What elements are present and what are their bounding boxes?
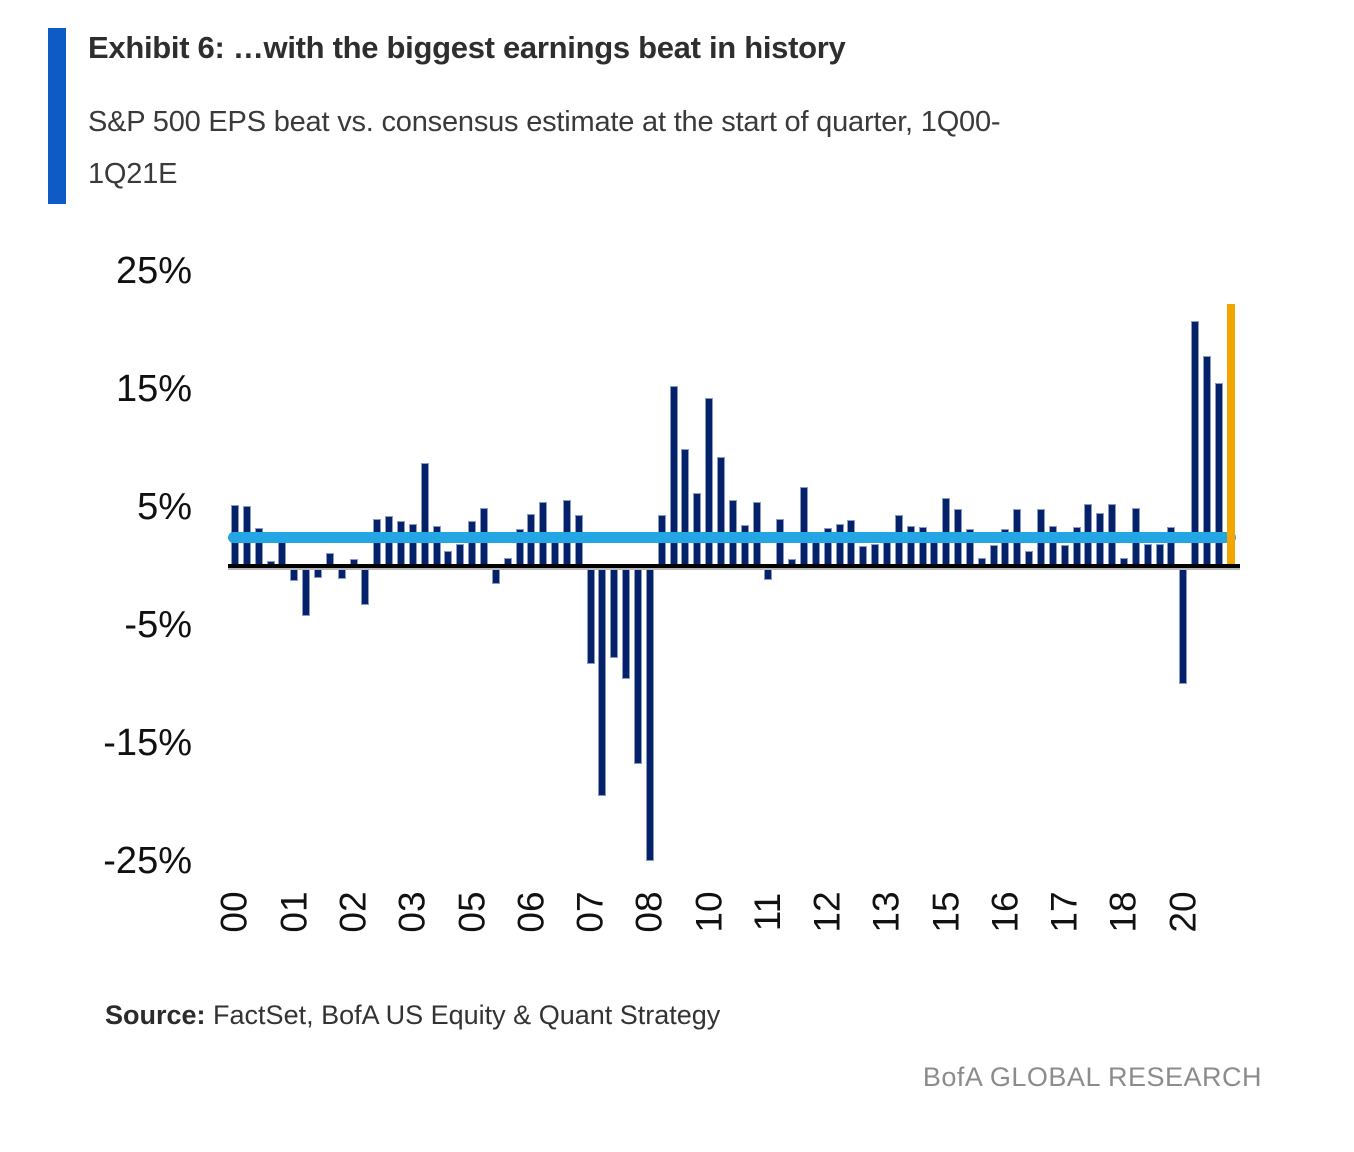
x-axis-tick-label: 18: [1103, 880, 1144, 944]
quarter-bar-2Q12: [811, 542, 820, 566]
title-accent-bar: [48, 28, 66, 204]
quarter-bar-1Q05: [468, 521, 477, 566]
quarter-bar-1Q04: [420, 463, 429, 566]
x-axis-tick-text: 02: [332, 891, 374, 933]
exhibit-subtitle-line1: S&P 500 EPS beat vs. consensus estimate …: [88, 106, 1001, 138]
quarter-bar-2Q08: [622, 566, 631, 680]
quarter-bar-4Q08: [645, 566, 654, 861]
x-axis-tick-text: 05: [451, 891, 493, 933]
x-axis-tick-label: 15: [925, 880, 967, 944]
x-axis-tick-text: 03: [391, 891, 433, 933]
quarter-bar-3Q13: [871, 543, 880, 566]
x-axis-tick-text: 00: [214, 891, 255, 933]
y-axis-tick-label: -25%: [103, 840, 192, 882]
quarter-bar-2Q10: [717, 457, 725, 566]
quarter-bar-2Q19: [1143, 543, 1152, 566]
x-axis-tick-text: 16: [984, 891, 1026, 933]
highlight-bar-1Q21E: [1226, 304, 1235, 566]
exhibit-subtitle: S&P 500 EPS beat vs. consensus estimate …: [88, 96, 1298, 200]
x-axis-shadow: [228, 568, 1240, 570]
quarter-bar-1Q12: [799, 486, 808, 566]
quarter-bar-4Q12: [835, 523, 844, 566]
x-axis-tick-text: 11: [747, 892, 789, 932]
x-axis-tick-label: 20: [1162, 880, 1204, 944]
x-axis-tick-text: 08: [628, 891, 670, 933]
x-axis-tick-label: 13: [865, 880, 907, 944]
quarter-bar-3Q08: [634, 566, 642, 765]
x-axis-tick-label: 03: [391, 880, 433, 944]
exhibit-subtitle-line2: 1Q21E: [88, 158, 178, 190]
x-axis-tick-label: 17: [1043, 880, 1085, 944]
x-axis-tick-label: 05: [451, 880, 493, 944]
x-axis-tick-label: 08: [628, 880, 670, 944]
exhibit-title: Exhibit 6: …with the biggest earnings be…: [88, 30, 846, 65]
y-axis-tick-label: 5%: [137, 486, 192, 528]
quarter-bar-3Q03: [396, 521, 405, 566]
quarter-bar-2Q13: [859, 545, 868, 566]
x-axis-tick-text: 06: [510, 891, 552, 933]
bofa-global-research-brand: BofA GLOBAL RESEARCH: [922, 1062, 1262, 1092]
quarter-bar-3Q01: [302, 566, 311, 616]
quarter-bar-4Q03: [408, 523, 417, 566]
quarter-bar-3Q19: [1155, 543, 1164, 566]
y-axis-tick-label: 15%: [115, 368, 192, 410]
quarter-bar-4Q10: [740, 524, 749, 566]
x-axis-tick-text: 07: [569, 891, 611, 933]
quarter-bar-1Q16: [989, 544, 998, 566]
x-axis-tick-label: 12: [806, 880, 848, 944]
source-label: Source:: [105, 1000, 206, 1030]
quarter-bar-4Q07: [598, 566, 607, 797]
x-axis-tick-text: 20: [1162, 891, 1204, 933]
x-axis-tick-text: 15: [925, 891, 967, 933]
quarter-bar-4Q04: [456, 543, 465, 566]
x-axis-tick-text: 13: [865, 891, 907, 933]
quarter-bar-1Q20: [1179, 566, 1188, 684]
x-axis-tick-text: 17: [1043, 891, 1085, 933]
x-axis-tick-label: 10: [688, 880, 730, 944]
y-axis-tick-label: 25%: [115, 250, 192, 292]
x-axis-tick-label: 06: [510, 880, 552, 944]
x-axis-tick-label: 16: [984, 880, 1026, 944]
quarter-bar-4Q13: [882, 541, 891, 566]
x-axis-line: [228, 564, 1240, 568]
quarter-bar-2Q20: [1191, 320, 1200, 566]
source-text: FactSet, BofA US Equity & Quant Strategy: [213, 1000, 721, 1030]
x-axis-tick-text: 10: [688, 891, 730, 933]
x-axis-tick-label: 02: [332, 880, 374, 944]
source-note: Source: FactSet, BofA US Equity & Quant …: [105, 1000, 720, 1031]
average-beat-line: [228, 532, 1236, 544]
quarter-bar-3Q17: [1060, 544, 1069, 566]
quarter-bar-1Q08: [610, 566, 619, 658]
quarter-bar-3Q07: [586, 566, 595, 664]
x-axis-tick-text: 01: [273, 891, 315, 933]
x-axis-tick-label: 11: [747, 880, 789, 944]
x-axis-tick-label: 07: [569, 880, 611, 944]
x-axis-tick-label: 01: [273, 880, 315, 944]
x-axis-tick-text: 12: [806, 891, 848, 933]
quarter-bar-3Q09: [681, 449, 690, 566]
x-axis-tick-label: 00: [214, 880, 255, 944]
y-axis-tick-label: -5%: [124, 604, 192, 646]
quarter-bar-4Q02: [361, 566, 370, 605]
quarter-bar-4Q09: [693, 492, 702, 566]
y-axis-tick-label: -15%: [103, 722, 192, 764]
x-axis-tick-text: 18: [1103, 891, 1144, 933]
